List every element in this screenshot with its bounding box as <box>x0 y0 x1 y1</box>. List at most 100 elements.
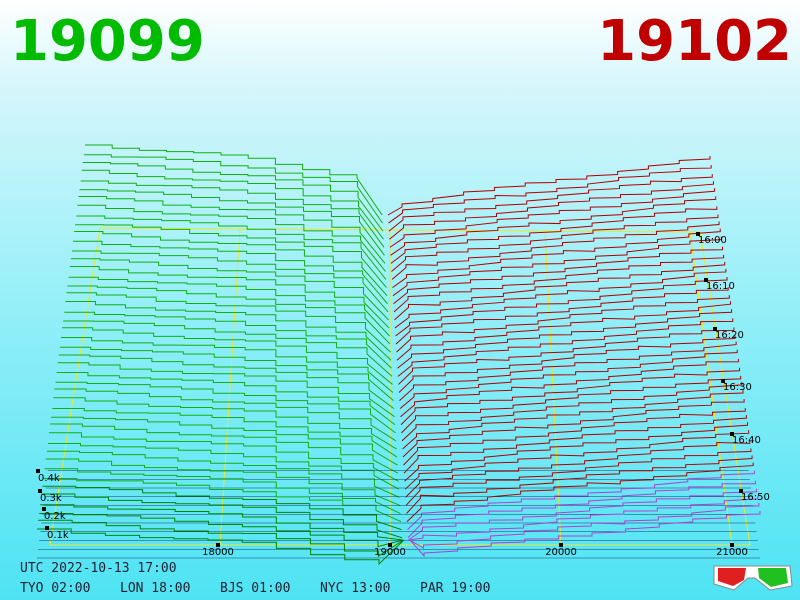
bid-layer <box>63 320 393 377</box>
ask-layer <box>392 228 721 289</box>
depth-tick-marker <box>36 469 40 473</box>
time-tick-marker <box>739 489 743 493</box>
bid-layer <box>38 519 404 558</box>
bid-layer <box>85 144 383 216</box>
ask-layer <box>409 511 761 558</box>
ask-layer <box>401 375 742 434</box>
bid-layer <box>65 301 392 361</box>
time-tick-label: 16:20 <box>715 330 744 341</box>
depth-tick-marker <box>45 526 49 530</box>
ask-layer <box>401 381 743 442</box>
bid-layer <box>70 258 389 321</box>
bid-layer <box>51 416 398 466</box>
price-gridline <box>219 228 241 546</box>
ask-layer <box>403 408 746 466</box>
bid-layer <box>50 423 399 474</box>
ask-layer <box>393 246 723 305</box>
ask-layer <box>392 236 722 297</box>
depth-tick-marker <box>38 489 42 493</box>
bid-layer <box>42 485 402 531</box>
timezone-clock: BJS 01:00 <box>220 581 290 596</box>
ask-layer <box>405 448 752 506</box>
axis-labels: 18000 19000 20000 21000 0.1k 0.2k 0.3k 0.4k 16:0… <box>36 232 770 558</box>
ask-layer <box>393 254 725 313</box>
depth-layers <box>37 144 761 566</box>
bid-layer <box>55 381 396 434</box>
bid-layer <box>47 443 400 490</box>
timezone-clock: PAR 19:00 <box>420 581 490 596</box>
ask-layer <box>403 415 747 474</box>
ask-layer <box>409 502 760 549</box>
timezone-clock: TYO 02:00 <box>20 581 90 596</box>
bid-layer <box>52 408 398 458</box>
time-tick-label: 16:40 <box>732 435 761 446</box>
ask-layer <box>398 327 735 385</box>
ask-layer <box>398 335 736 393</box>
ask-layer <box>390 196 717 256</box>
ask-layer <box>389 181 714 240</box>
depth-tick-label: 0.2k <box>44 511 66 522</box>
depth-tick-label: 0.1k <box>47 530 69 541</box>
price-tick-label: 19000 <box>374 547 406 558</box>
ask-layer <box>407 470 755 531</box>
ask-layer <box>408 495 759 541</box>
bid-layer <box>80 180 385 248</box>
ask-layer <box>400 358 739 418</box>
time-tick-label: 16:10 <box>706 281 735 292</box>
bid-layer <box>46 450 400 498</box>
ask-layer <box>391 214 719 272</box>
time-tick-marker <box>696 232 700 236</box>
ask-layer <box>404 422 748 482</box>
bid-layer <box>69 266 390 329</box>
bid-layer <box>39 513 404 548</box>
depth-tick-marker <box>42 507 46 511</box>
price-gridline <box>544 230 562 546</box>
bid-layer <box>56 372 396 426</box>
time-tick-marker <box>713 327 717 331</box>
ask-layer <box>394 268 727 329</box>
depth-tick-label: 0.3k <box>40 493 62 504</box>
bid-layer <box>74 231 388 297</box>
bid-layer <box>61 337 394 393</box>
bid-layer <box>71 250 389 313</box>
ask-layer <box>391 221 720 280</box>
price-tick-marker <box>216 543 220 547</box>
ask-layer <box>402 399 745 458</box>
bid-layer <box>43 478 402 523</box>
ask-layer <box>406 455 753 514</box>
bid-layer <box>59 346 394 401</box>
ask-layer <box>399 341 737 401</box>
bid-price: 19099 <box>10 9 205 74</box>
bid-layer <box>83 154 383 224</box>
bid-layer <box>53 397 397 450</box>
ask-layer <box>399 349 738 410</box>
glasses-green-lens <box>758 568 788 587</box>
ask-layer <box>388 174 713 232</box>
bid-layer <box>64 311 392 369</box>
timezone-clock: LON 18:00 <box>120 581 190 596</box>
frame <box>49 227 751 546</box>
bid-layer <box>78 196 386 264</box>
bid-layer <box>54 388 397 442</box>
price-tick-marker <box>559 543 563 547</box>
price-tick-marker <box>388 543 392 547</box>
utc-time: UTC 2022-10-13 17:00 <box>20 561 177 576</box>
time-tick-label: 16:50 <box>741 492 770 503</box>
ask-layer <box>397 309 733 369</box>
bid-layer <box>44 468 401 514</box>
bid-layer <box>41 493 403 539</box>
bid-layer <box>76 215 387 280</box>
ask-layer <box>390 206 718 264</box>
floor-outline <box>49 227 751 546</box>
timezone-clock: NYC 13:00 <box>320 581 390 596</box>
depth-tick-label: 0.4k <box>38 473 60 484</box>
price-tick-marker <box>730 543 734 547</box>
ask-layer <box>402 389 744 450</box>
time-tick-marker <box>721 379 725 383</box>
bid-layer <box>79 189 385 256</box>
time-tick-label: 16:00 <box>698 235 727 246</box>
bid-layer <box>37 528 405 566</box>
price-tick-label: 20000 <box>545 547 577 558</box>
bid-layer <box>67 285 391 345</box>
